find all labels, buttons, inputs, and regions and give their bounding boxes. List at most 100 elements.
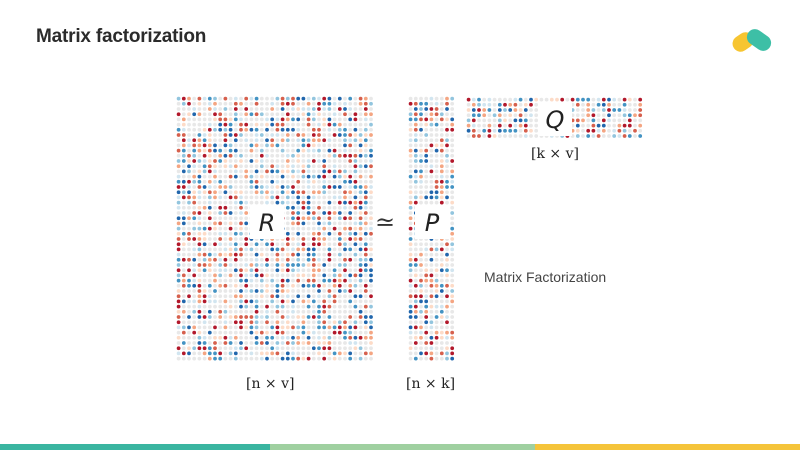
- matrix-r-cell: [197, 101, 202, 106]
- matrix-r-cell: [254, 185, 259, 189]
- matrix-r-cell: [249, 351, 254, 356]
- matrix-r-cell: [265, 289, 269, 293]
- matrix-r-cell: [202, 169, 207, 174]
- matrix-r-cell: [311, 211, 316, 215]
- matrix-r-cell: [218, 127, 223, 132]
- matrix-r-cell: [192, 127, 197, 132]
- matrix-r-cell: [306, 179, 311, 184]
- matrix-r-cell: [228, 278, 233, 283]
- matrix-q-cell: [617, 102, 622, 107]
- matrix-r-cell: [317, 138, 321, 143]
- matrix-r-cell: [296, 216, 301, 221]
- matrix-r-cell: [306, 101, 311, 106]
- matrix-r-cell: [249, 309, 254, 314]
- matrix-r-cell: [197, 216, 202, 221]
- matrix-r-cell: [363, 226, 368, 231]
- matrix-r-cell: [353, 247, 358, 252]
- matrix-q-cell: [466, 134, 471, 138]
- matrix-r-cell: [306, 268, 311, 273]
- matrix-r-cell: [259, 283, 264, 288]
- matrix-q-cell: [497, 128, 502, 133]
- matrix-r-cell: [202, 143, 207, 148]
- matrix-r-cell: [249, 356, 254, 361]
- matrix-r-cell: [343, 159, 347, 163]
- matrix-r-cell: [228, 257, 233, 262]
- matrix-p-cell: [439, 257, 444, 262]
- matrix-r-cell: [280, 200, 285, 205]
- matrix-r-cell: [291, 325, 295, 330]
- matrix-r-cell: [353, 148, 358, 153]
- matrix-p-cell: [419, 268, 423, 273]
- matrix-r-cell: [249, 169, 254, 174]
- matrix-r-cell: [322, 263, 327, 267]
- matrix-r-cell: [285, 211, 290, 215]
- matrix-r-cell: [192, 283, 197, 288]
- matrix-r-cell: [218, 330, 223, 335]
- matrix-r-cell: [317, 164, 321, 169]
- matrix-r-cell: [228, 190, 233, 195]
- matrix-r-cell: [296, 309, 301, 314]
- matrix-r-cell: [358, 138, 363, 143]
- matrix-r-cell: [213, 231, 217, 236]
- matrix-r-cell: [187, 263, 191, 267]
- matrix-r-cell: [233, 96, 238, 101]
- matrix-r-cell: [358, 148, 363, 153]
- matrix-q-cell: [477, 113, 481, 118]
- matrix-q-cell: [601, 134, 606, 138]
- matrix-p-cell: [419, 195, 423, 200]
- matrix-r-cell: [369, 278, 373, 283]
- matrix-p-cell: [450, 341, 455, 345]
- matrix-r-cell: [239, 101, 243, 106]
- matrix-r-cell: [369, 195, 373, 200]
- matrix-r-cell: [181, 107, 186, 111]
- matrix-r-cell: [348, 200, 353, 205]
- matrix-p-cell: [419, 185, 423, 189]
- matrix-q-cell: [612, 128, 617, 133]
- matrix-r-cell: [254, 148, 259, 153]
- matrix-q-cell: [492, 108, 497, 112]
- matrix-r-cell: [285, 283, 290, 288]
- matrix-p-cell: [434, 143, 439, 148]
- matrix-r-cell: [363, 325, 368, 330]
- matrix-q-cell: [622, 134, 627, 138]
- matrix-r-cell: [218, 96, 223, 101]
- matrix-r-cell: [202, 247, 207, 252]
- matrix-p-cell: [450, 304, 455, 309]
- matrix-r-cell: [249, 159, 254, 163]
- matrix-r-cell: [192, 341, 197, 345]
- matrix-r-cell: [207, 101, 212, 106]
- matrix-r-cell: [285, 242, 290, 247]
- matrix-r-cell: [280, 185, 285, 189]
- matrix-r-cell: [327, 341, 332, 345]
- matrix-r-cell: [213, 283, 217, 288]
- bar-segment-green: [270, 444, 535, 450]
- matrix-r-cell: [363, 159, 368, 163]
- matrix-r-cell: [265, 107, 269, 111]
- matrix-p-cell: [439, 325, 444, 330]
- matrix-p-cell: [445, 315, 449, 319]
- matrix-p-cell: [445, 304, 449, 309]
- matrix-r-cell: [363, 341, 368, 345]
- matrix-r-cell: [337, 268, 342, 273]
- matrix-q-cell: [633, 102, 637, 107]
- matrix-r-cell: [332, 309, 337, 314]
- matrix-r-cell: [181, 164, 186, 169]
- matrix-r-cell: [265, 242, 269, 247]
- matrix-p-cell: [413, 315, 418, 319]
- matrix-r-cell: [228, 96, 233, 101]
- matrix-r-cell: [332, 179, 337, 184]
- matrix-r-cell: [176, 221, 181, 226]
- matrix-r-cell: [285, 174, 290, 179]
- matrix-r-cell: [233, 179, 238, 184]
- matrix-p-cell: [413, 112, 418, 117]
- matrix-p-cell: [424, 299, 429, 304]
- matrix-r-cell: [306, 335, 311, 340]
- matrix-r-cell: [322, 185, 327, 189]
- matrix-q-cell: [487, 118, 492, 123]
- matrix-r-cell: [363, 263, 368, 267]
- matrix-p-cell: [429, 252, 434, 257]
- matrix-r-cell: [270, 153, 275, 158]
- matrix-p-cell: [429, 309, 434, 314]
- matrix-p-cell: [445, 127, 449, 132]
- matrix-r-cell: [202, 117, 207, 122]
